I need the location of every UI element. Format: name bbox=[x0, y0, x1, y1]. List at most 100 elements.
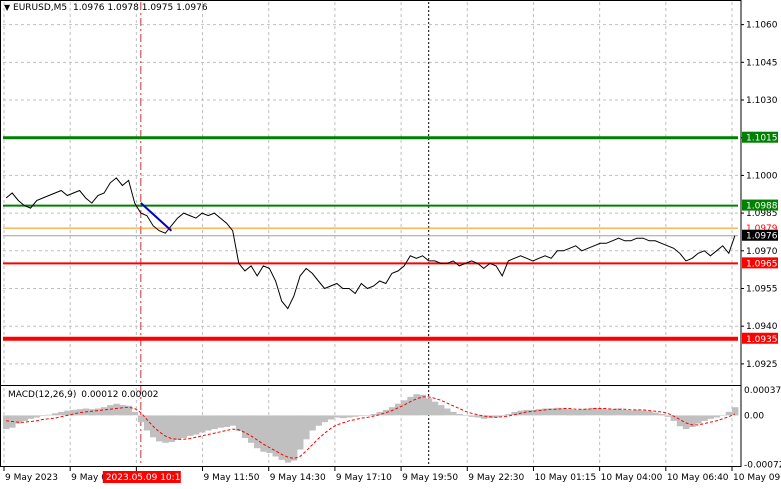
macd-bar bbox=[162, 415, 169, 443]
price-tick-label: 1.1030 bbox=[746, 96, 778, 106]
macd-frame bbox=[0, 385, 742, 467]
macd-bar bbox=[627, 410, 635, 416]
macd-bar bbox=[707, 415, 714, 419]
macd-bar bbox=[272, 415, 279, 457]
level-tag-label: 1.0988 bbox=[746, 202, 778, 212]
time-highlight-bg bbox=[102, 471, 181, 483]
macd-bar bbox=[499, 415, 506, 417]
level-tag-label: 1.0935 bbox=[746, 335, 778, 345]
macd-bar bbox=[621, 409, 629, 416]
macd-bar bbox=[39, 415, 47, 417]
macd-bar bbox=[474, 415, 482, 418]
macd-bar bbox=[584, 408, 592, 416]
macd-bar bbox=[309, 415, 316, 431]
macd-bar bbox=[480, 415, 488, 419]
macd-bar bbox=[505, 414, 512, 416]
time-tick-label: 9 May 17:10 bbox=[336, 473, 392, 483]
time-tick-label: 9 May 22:30 bbox=[468, 473, 524, 483]
macd-bar bbox=[615, 408, 622, 416]
level-tag-bg bbox=[742, 222, 778, 234]
macd-bar bbox=[591, 407, 598, 416]
macd-bar bbox=[241, 415, 249, 438]
macd-bar bbox=[168, 415, 175, 443]
macd-bar bbox=[572, 409, 580, 416]
macd-bar bbox=[633, 409, 641, 416]
macd-bar bbox=[731, 407, 739, 416]
level-tag-bg bbox=[742, 332, 778, 344]
macd-values: 0.00012 0.00002 bbox=[81, 390, 159, 400]
macd-bar bbox=[548, 408, 555, 416]
macd-bar bbox=[597, 408, 604, 416]
time-tick-label: 10 May 01:15 bbox=[534, 473, 596, 483]
macd-bar bbox=[352, 415, 359, 417]
macd-bar bbox=[76, 409, 83, 416]
macd-label: MACD(12,26,9) bbox=[8, 390, 77, 400]
macd-bar bbox=[248, 415, 255, 443]
chart-title-bar[interactable]: ▼ EURUSD,M5 1.0976 1.0978 1.0975 1.0976 bbox=[4, 3, 208, 13]
time-tick-label: 9 May 2023 bbox=[5, 473, 58, 483]
macd-bar bbox=[94, 408, 102, 416]
macd-bar bbox=[64, 410, 71, 416]
macd-bar bbox=[401, 400, 408, 416]
macd-bar bbox=[15, 415, 22, 424]
macd-bar bbox=[199, 415, 206, 433]
time-tick-label: 9 May 14:30 bbox=[270, 473, 326, 483]
level-tag-label: 1.0979 bbox=[746, 224, 778, 234]
macd-bar bbox=[689, 415, 696, 427]
time-tick-label: 9 May 11:50 bbox=[204, 473, 260, 483]
level-tag-label: 1.1015 bbox=[746, 134, 778, 144]
macd-bar bbox=[603, 409, 610, 416]
macd-bar bbox=[376, 411, 384, 416]
macd-bar bbox=[174, 415, 181, 440]
price-tick-label: 1.1060 bbox=[746, 21, 778, 31]
macd-bar bbox=[646, 411, 653, 416]
macd-bar bbox=[45, 414, 53, 416]
macd-bar bbox=[284, 415, 292, 463]
macd-bar bbox=[358, 415, 365, 417]
macd-bar bbox=[339, 415, 347, 419]
macd-bar bbox=[137, 415, 145, 423]
level-tag-label: 1.0976 bbox=[746, 232, 778, 242]
time-highlight-label: 2023.05.09 10:15 bbox=[106, 473, 186, 483]
macd-bar bbox=[235, 415, 243, 432]
price-tick-label: 1.1045 bbox=[746, 58, 778, 68]
macd-bar bbox=[186, 415, 194, 436]
macd-bar bbox=[419, 394, 426, 416]
macd-bar bbox=[450, 411, 457, 416]
macd-bar bbox=[33, 415, 41, 418]
macd-bar bbox=[321, 415, 328, 423]
macd-bar bbox=[713, 415, 720, 418]
macd-bar bbox=[658, 414, 665, 416]
macd-bar bbox=[407, 396, 414, 416]
macd-bar bbox=[101, 407, 108, 416]
macd-bar bbox=[529, 409, 537, 416]
macd-bar bbox=[493, 415, 500, 418]
triangle-down-icon[interactable]: ▼ bbox=[4, 3, 11, 12]
macd-bar bbox=[652, 412, 659, 416]
time-tick-label: 10 May 06:40 bbox=[667, 473, 729, 483]
level-tag-label: 1.0965 bbox=[746, 259, 778, 269]
level-tag-bg bbox=[742, 199, 778, 211]
macd-bar bbox=[52, 413, 59, 416]
macd-bar bbox=[21, 415, 28, 421]
macd-bar bbox=[695, 415, 702, 424]
main-frame bbox=[0, 0, 742, 386]
macd-bar bbox=[444, 408, 451, 416]
macd-bar bbox=[3, 415, 10, 430]
macd-bar bbox=[58, 411, 65, 416]
macd-bar bbox=[676, 415, 684, 427]
macd-bar bbox=[27, 415, 34, 419]
price-tick-label: 1.0955 bbox=[746, 285, 778, 295]
macd-tick-label: 0.00 bbox=[744, 411, 764, 421]
trend-line bbox=[140, 202, 173, 232]
macd-bar bbox=[266, 415, 273, 453]
macd-bar bbox=[456, 414, 463, 416]
macd-bar bbox=[670, 415, 678, 421]
macd-bar bbox=[303, 415, 310, 440]
macd-bar bbox=[395, 403, 402, 416]
time-tick-label: 9 May 19:50 bbox=[402, 473, 458, 483]
macd-bar bbox=[315, 415, 322, 426]
macd-bar bbox=[217, 415, 224, 428]
